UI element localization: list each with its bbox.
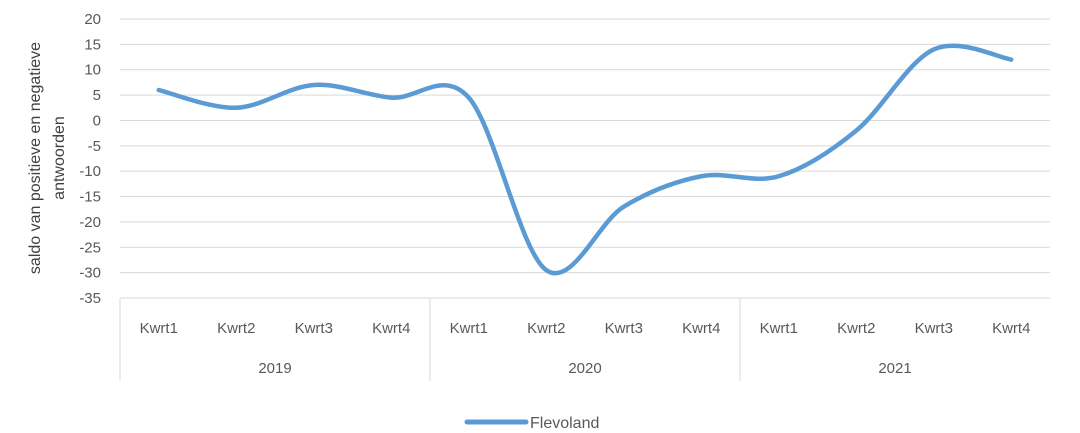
x-axis: Kwrt1 Kwrt2 Kwrt3 Kwrt4 Kwrt1 Kwrt2 Kwrt3 Kwrt4…	[119, 298, 1030, 381]
gridlines	[120, 18, 1050, 299]
y-axis-label: saldo van positieve en negatieve	[27, 42, 44, 274]
y-axis-ticks: 20 15 10 5 0 -5 -10 -15 -20 -25 -30 -35	[79, 11, 101, 307]
x-tick-label: Kwrt1	[140, 320, 178, 337]
legend-label-flevoland: Flevoland	[530, 415, 599, 432]
x-tick-label: Kwrt4	[682, 320, 720, 337]
x-group-label: 2021	[878, 360, 911, 377]
y-tick-label: -15	[79, 189, 101, 206]
x-tick-label: Kwrt4	[992, 320, 1030, 337]
y-tick-label: 10	[84, 62, 101, 79]
x-tick-label: Kwrt1	[760, 320, 798, 337]
x-tick-label: Kwrt1	[450, 320, 488, 337]
y-axis-label-line2: antwoorden	[51, 116, 68, 200]
y-tick-label: 15	[84, 36, 101, 53]
x-tick-label: Kwrt4	[372, 320, 410, 337]
x-group-label: 2020	[568, 360, 601, 377]
x-tick-label: Kwrt2	[527, 320, 565, 337]
legend: Flevoland	[464, 415, 599, 432]
y-tick-label: 20	[84, 11, 101, 28]
x-tick-label: Kwrt3	[605, 320, 643, 337]
y-tick-label: -25	[79, 239, 101, 256]
x-group-label: 2019	[258, 360, 291, 377]
x-tick-label: Kwrt2	[837, 320, 875, 337]
series-lines	[156, 43, 1014, 276]
y-tick-label: -35	[79, 290, 101, 307]
x-tick-label: Kwrt2	[217, 320, 255, 337]
series-line-flevoland	[156, 43, 1014, 276]
y-tick-label: -30	[79, 265, 101, 282]
x-tick-label: Kwrt3	[295, 320, 333, 337]
x-tick-label: Kwrt3	[915, 320, 953, 337]
y-tick-label: 5	[93, 87, 101, 104]
y-tick-label: -10	[79, 163, 101, 180]
y-tick-label: -20	[79, 214, 101, 231]
y-tick-label: 0	[93, 112, 101, 129]
y-tick-label: -5	[88, 138, 101, 155]
